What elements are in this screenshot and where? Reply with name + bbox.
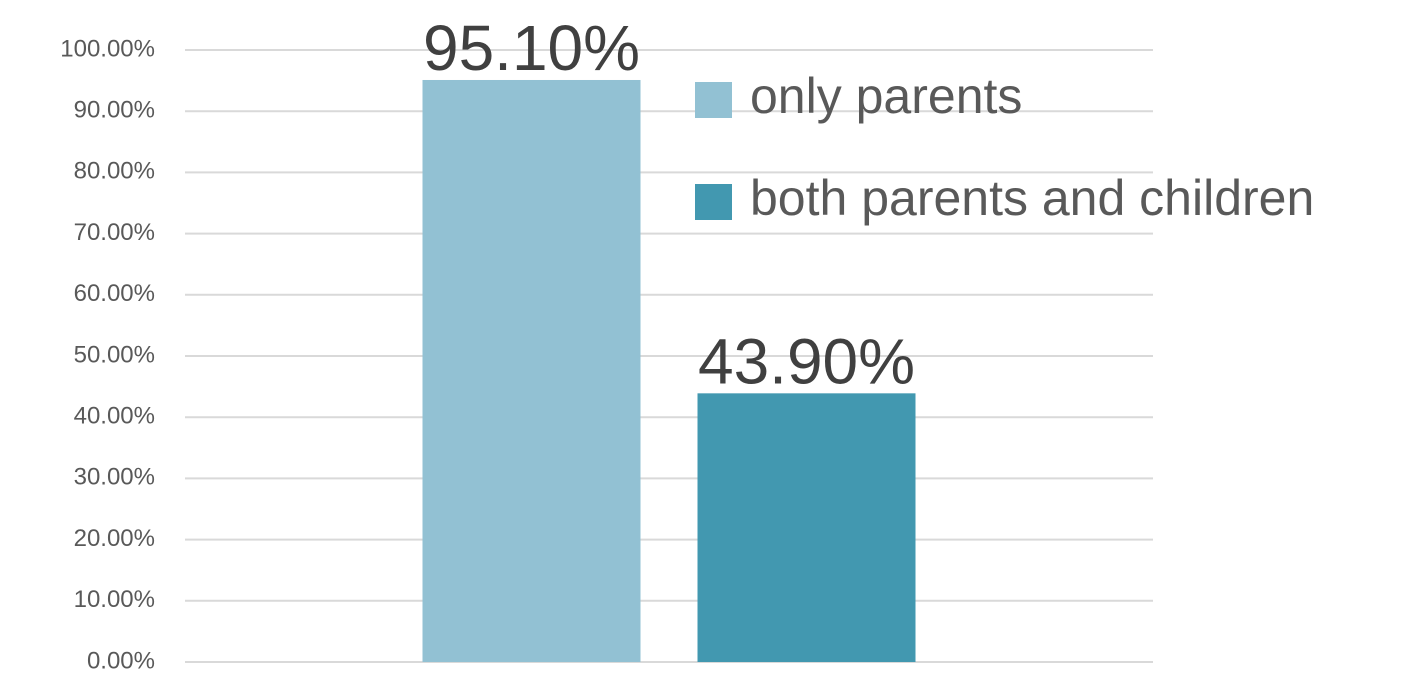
y-tick-label: 60.00% bbox=[74, 280, 155, 307]
y-tick-label: 30.00% bbox=[74, 464, 155, 491]
legend-swatch bbox=[695, 184, 732, 220]
data-label: 43.90% bbox=[698, 325, 915, 397]
y-tick-label: 90.00% bbox=[74, 97, 155, 124]
y-tick-label: 50.00% bbox=[74, 341, 155, 368]
bar bbox=[697, 393, 916, 662]
legend-label: both parents and children bbox=[750, 170, 1314, 226]
y-tick-label: 10.00% bbox=[74, 586, 155, 613]
y-tick-label: 0.00% bbox=[87, 647, 155, 673]
bar bbox=[422, 79, 641, 663]
y-tick-label: 80.00% bbox=[74, 158, 155, 185]
y-tick-label: 20.00% bbox=[74, 525, 155, 552]
y-tick-label: 40.00% bbox=[74, 403, 155, 430]
legend-label: only parents bbox=[750, 68, 1022, 124]
y-tick-label: 100.00% bbox=[60, 35, 155, 62]
data-label: 95.10% bbox=[423, 12, 640, 84]
legend-swatch bbox=[695, 82, 732, 118]
y-tick-label: 70.00% bbox=[74, 219, 155, 246]
